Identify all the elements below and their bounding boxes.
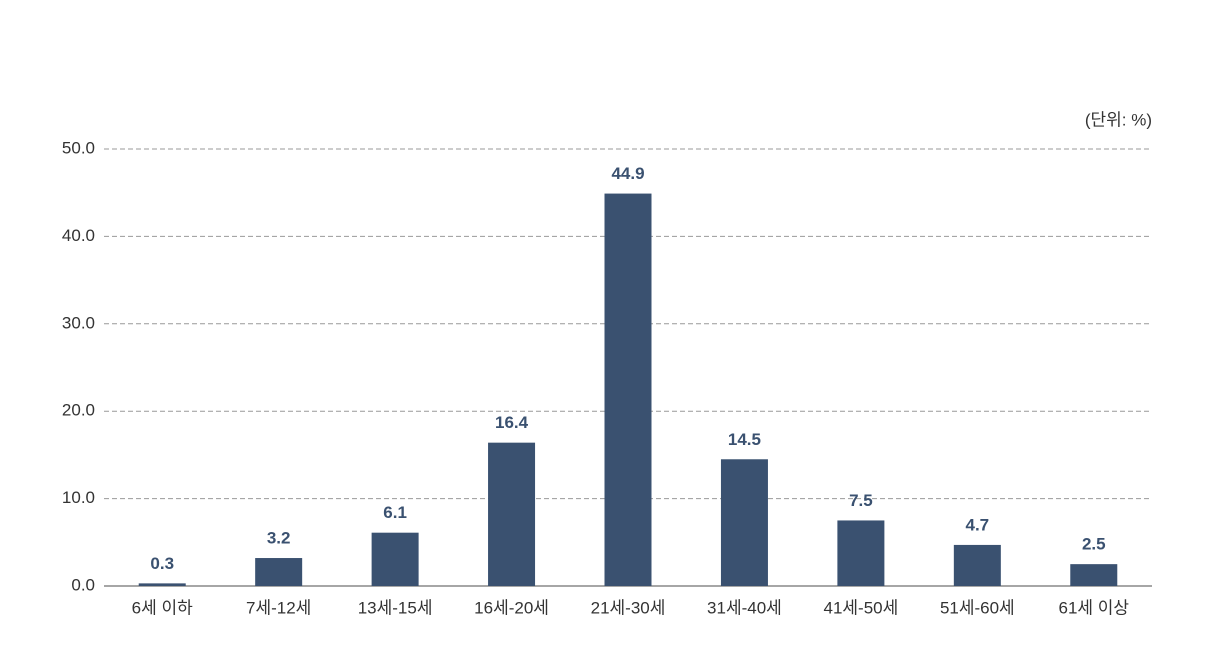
y-tick-label: 30.0 [62,313,95,332]
y-tick-label: 10.0 [62,488,95,507]
unit-note: (단위: %) [1085,110,1152,129]
bar [488,442,536,586]
value-label: 44.9 [611,164,644,183]
x-tick-label: 31세-40세 [707,598,782,617]
y-tick-label: 40.0 [62,226,95,245]
bar [255,558,303,586]
x-tick-label: 7세-12세 [246,598,311,617]
bar [837,520,885,586]
y-tick-label: 0.0 [71,575,95,594]
bar [371,532,419,586]
x-tick-label: 21세-30세 [591,598,666,617]
x-tick-label: 61세 이상 [1058,598,1129,617]
bar [604,193,652,586]
bar [953,544,1001,586]
x-tick-label: 6세 이하 [132,598,193,617]
x-tick-label: 13세-15세 [358,598,433,617]
x-tick-label: 51세-60세 [940,598,1015,617]
value-label: 16.4 [495,413,529,432]
bar [1070,564,1118,586]
x-tick-label: 16세-20세 [474,598,549,617]
value-label: 2.5 [1082,535,1106,554]
x-tick-label: 41세-50세 [824,598,899,617]
y-tick-label: 20.0 [62,401,95,420]
value-label: 14.5 [728,430,761,449]
bar [720,459,768,586]
y-tick-label: 50.0 [62,138,95,157]
value-label: 0.3 [150,554,174,573]
value-label: 7.5 [849,491,873,510]
value-label: 6.1 [383,503,407,522]
bar [138,583,186,586]
value-label: 3.2 [267,529,291,548]
value-label: 4.7 [966,515,990,534]
